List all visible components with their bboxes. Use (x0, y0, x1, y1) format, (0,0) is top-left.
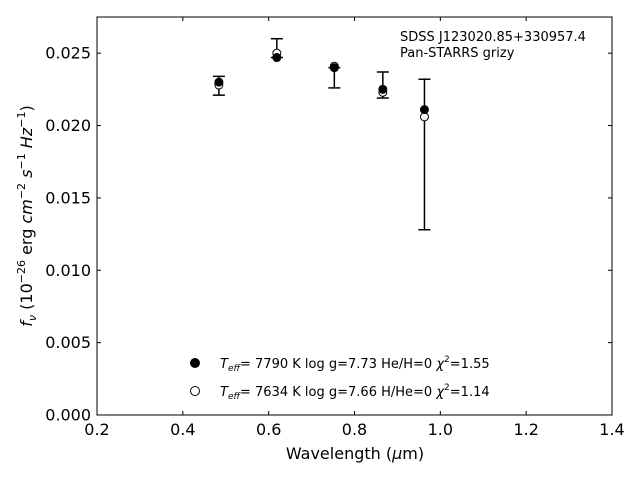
y-axis-label: fν (10−26 erg cm−2 s−1 Hz−1) (15, 105, 39, 326)
x-axis-ticks: 0.2 0.4 0.6 0.8 1.0 1.2 1.4 (84, 17, 625, 439)
annotation-line-1: SDSS J123020.85+330957.4 (400, 30, 586, 45)
data-point-filled (378, 84, 388, 94)
x-tick-label: 1.4 (599, 420, 624, 439)
y-tick-label: 0.000 (45, 406, 91, 425)
data-point-filled (419, 105, 429, 115)
legend-marker-filled (190, 358, 200, 368)
x-tick-label: 0.4 (170, 420, 195, 439)
data-point-filled (272, 53, 282, 63)
y-tick-label: 0.010 (45, 261, 91, 280)
legend-entry-filled: Teff= 7790 K log g=7.73 He/H=0 χ2=1.55 (220, 355, 490, 374)
annotation-line-2: Pan-STARRS grizy (400, 46, 515, 61)
data-points (214, 48, 429, 122)
x-tick-label: 0.6 (256, 420, 281, 439)
plot-frame (96, 16, 613, 416)
x-tick-label: 1.0 (428, 420, 453, 439)
error-bars (212, 37, 431, 231)
x-tick-label: 1.2 (513, 420, 538, 439)
x-tick-label: 0.8 (342, 420, 367, 439)
x-tick-label: 0.2 (84, 420, 109, 439)
y-tick-label: 0.005 (45, 333, 91, 352)
data-point-filled (329, 63, 339, 73)
y-tick-label: 0.025 (45, 44, 91, 63)
y-axis-ticks: 0.000 0.005 0.010 0.015 0.020 0.025 (45, 44, 612, 425)
legend: Teff= 7790 K log g=7.73 He/H=0 χ2=1.55 T… (190, 355, 490, 402)
y-tick-label: 0.020 (45, 116, 91, 135)
y-tick-label: 0.015 (45, 188, 91, 207)
x-axis-label: Wavelength (μm) (286, 444, 424, 463)
data-point-filled (214, 77, 224, 87)
legend-entry-open: Teff= 7634 K log g=7.66 H/He=0 χ2=1.14 (220, 383, 490, 402)
legend-marker-open (190, 386, 200, 396)
